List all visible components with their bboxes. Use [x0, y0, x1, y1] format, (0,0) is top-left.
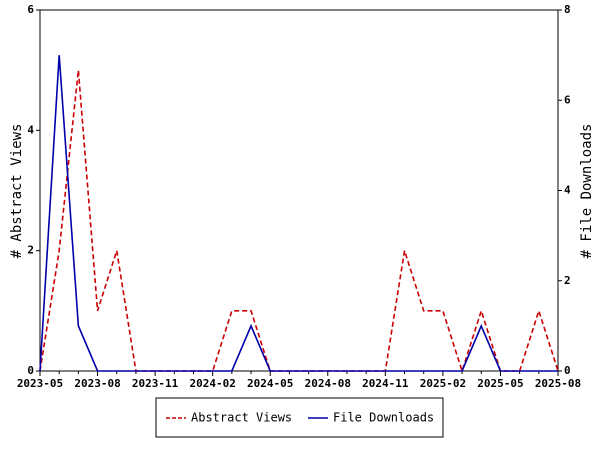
x-tick-label: 2024-08	[305, 377, 351, 390]
x-tick-label: 2023-11	[132, 377, 179, 390]
x-tick-label: 2023-08	[74, 377, 120, 390]
y-tick-label: 6	[27, 3, 34, 16]
y2-tick-label: 0	[564, 364, 571, 377]
x-tick-label: 2023-05	[17, 377, 63, 390]
series-line	[39, 70, 559, 374]
x-tick-label: 2025-08	[535, 377, 581, 390]
y-tick-label: 0	[27, 364, 34, 377]
x-tick-label: 2025-05	[477, 377, 523, 390]
series-line	[39, 55, 558, 372]
x-tick-label: 2024-02	[189, 377, 235, 390]
legend-label: File Downloads	[333, 411, 434, 425]
y-tick-label: 4	[27, 123, 34, 136]
y2-tick-label: 8	[564, 3, 571, 16]
x-tick-label: 2024-05	[247, 377, 293, 390]
y2-tick-label: 2	[564, 274, 571, 287]
x-tick-label: 2024-11	[362, 377, 409, 390]
y2-tick-label: 4	[564, 184, 571, 197]
y-tick-label: 2	[27, 244, 34, 257]
y2-tick-label: 6	[564, 93, 571, 106]
plot-frame	[39, 9, 559, 372]
legend-label: Abstract Views	[191, 411, 292, 425]
y2-axis-title: # File Downloads	[579, 124, 595, 259]
y-axis-title: # Abstract Views	[9, 124, 25, 259]
x-tick-label: 2025-02	[420, 377, 466, 390]
legend-box	[155, 397, 444, 438]
